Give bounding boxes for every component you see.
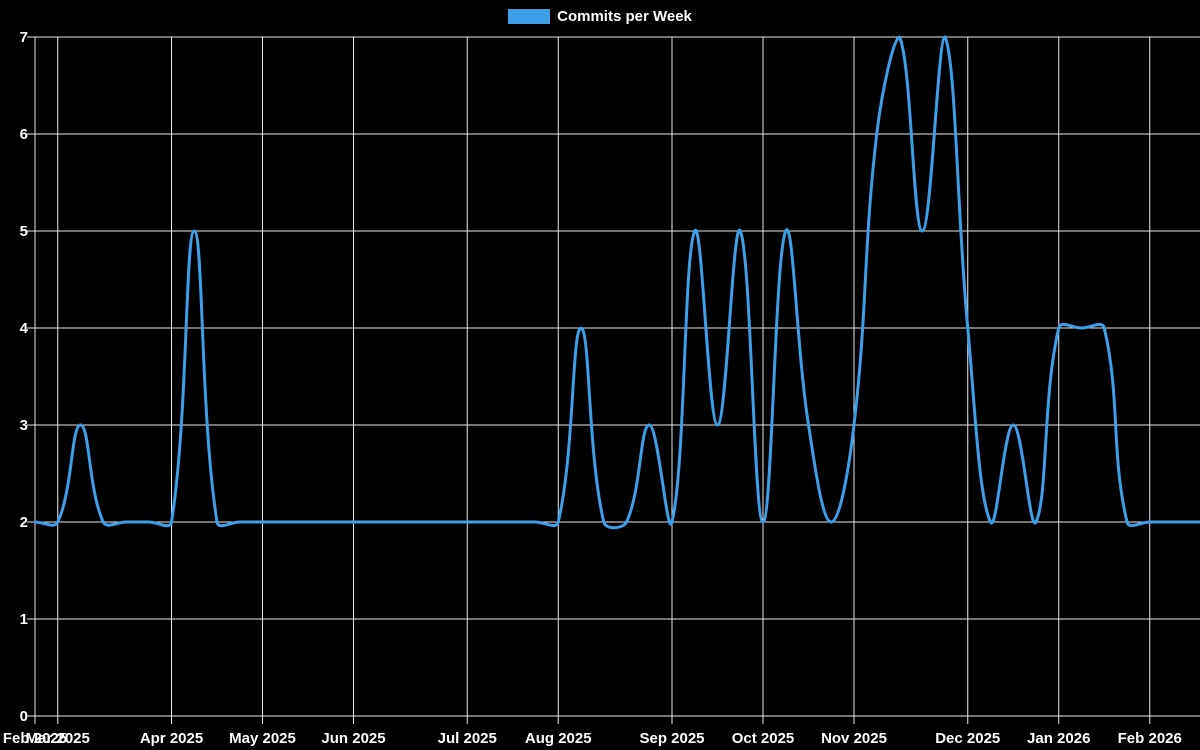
x-tick-label: Jul 2025 [438,730,497,747]
y-tick-label: 4 [20,320,29,337]
x-tick-label: Feb 2026 [1118,730,1182,747]
series-line-commits-per-week [33,35,1200,530]
x-tick-label: May 2025 [229,730,296,747]
x-tick-label: Jan 2026 [1027,730,1090,747]
x-tick-label: Dec 2025 [935,730,1000,747]
x-tick-label: Aug 2025 [525,730,592,747]
y-tick-label: 6 [20,126,28,143]
y-tick-label: 1 [20,611,28,628]
legend[interactable]: Commits per Week [0,9,1200,24]
x-tick-label: Nov 2025 [821,730,887,747]
x-tick-label: Sep 2025 [639,730,704,747]
y-tick-label: 3 [20,417,28,434]
x-tick-label: Apr 2025 [140,730,203,747]
legend-swatch [508,9,551,24]
x-tick-label: Jun 2025 [321,730,385,747]
y-tick-label: 7 [20,29,28,46]
x-tick-label: Mar 2025 [26,730,90,747]
y-tick-label: 2 [20,514,28,531]
y-tick-label: 0 [20,708,28,725]
y-tick-label: 5 [20,223,28,240]
x-tick-label: Feb 2025 [3,730,67,747]
legend-label: Commits per Week [557,8,692,25]
x-tick-label: Oct 2025 [732,730,795,747]
